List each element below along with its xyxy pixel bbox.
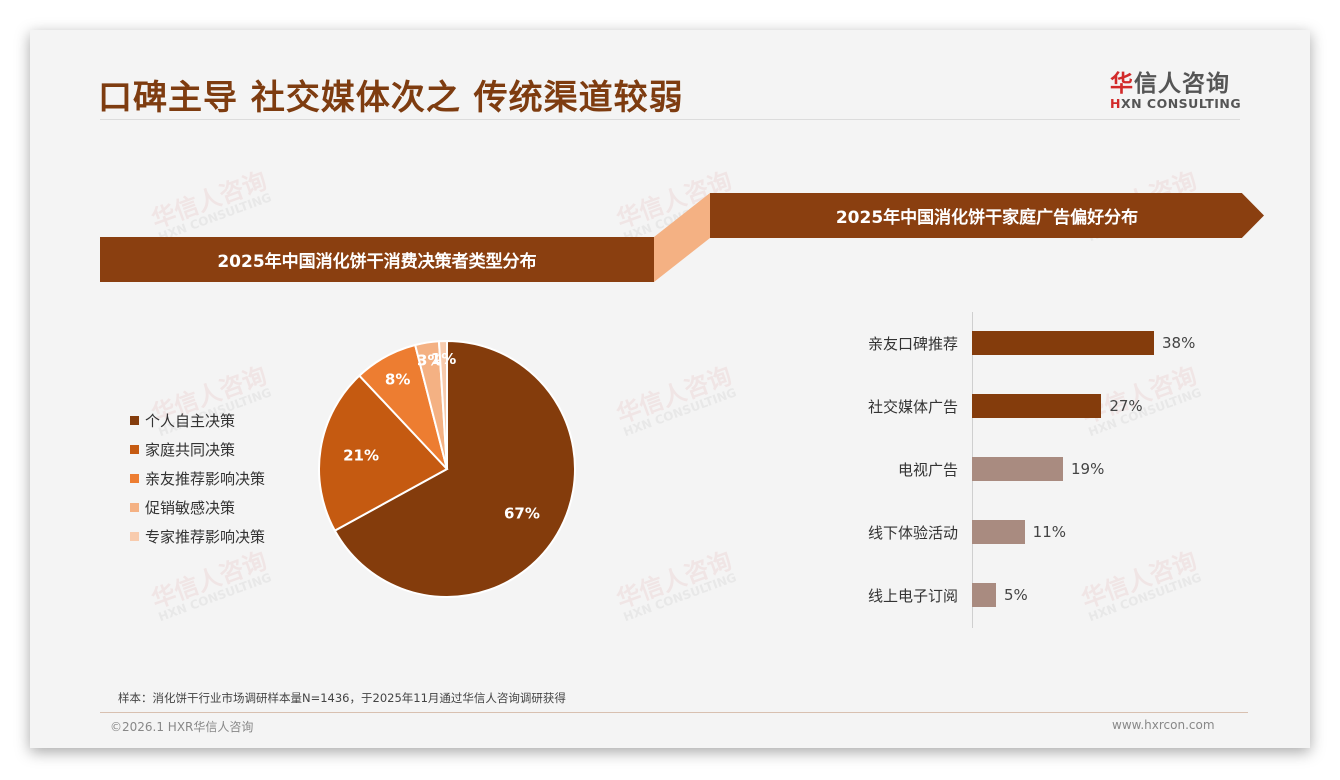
bar [972,520,1025,544]
bar-value-label: 5% [1003,586,1028,604]
decision-type-pie-chart: 67% 21% 8% 3%1% [318,339,576,598]
logo-cn-text: 信人咨询 [1134,71,1230,97]
sample-note: 样本：消化饼干行业市场调研样本量N=1436，于2025年11月通过华信人咨询调… [118,691,566,705]
legend-label: 家庭共同决策 [145,441,236,459]
bar [972,331,1154,355]
bar-value-label: 11% [1032,523,1067,541]
slide: 口碑主导 社交媒体次之 传统渠道较弱 华信人咨询 HXN CONSULTING … [30,30,1310,748]
logo-en-accent: H [1110,96,1121,111]
pie-slice-label: 67% [504,504,540,522]
bar-value-label: 38% [1162,334,1196,352]
page-title: 口碑主导 社交媒体次之 传统渠道较弱 [98,78,684,118]
legend-label: 亲友推荐影响决策 [145,470,266,488]
legend-item: 家庭共同决策 [130,435,265,464]
logo-en-text: XN CONSULTING [1120,96,1242,111]
legend-swatch-icon [130,474,139,483]
bar-row: 线下体验活动 11% [840,520,1066,544]
legend-item: 专家推荐影响决策 [130,522,265,551]
company-logo: 华信人咨询 HXN CONSULTING [1110,64,1250,111]
banner-connector [654,193,710,282]
bar-category-label: 线下体验活动 [867,523,958,542]
bar-chart-title-banner: 2025年中国消化饼干家庭广告偏好分布 [710,193,1264,238]
pie-legend: 个人自主决策 家庭共同决策 亲友推荐影响决策 促销敏感决策 专家推荐影响决策 [130,406,265,551]
bar-row: 社交媒体广告 27% [840,394,1143,418]
legend-item: 亲友推荐影响决策 [130,464,265,493]
pie-slice-label: 1% [431,350,456,368]
bar [972,457,1063,481]
bar [972,583,996,607]
legend-label: 专家推荐影响决策 [145,528,266,546]
pie-slice-label: 8% [385,370,410,388]
copyright: ©2026.1 HXR华信人咨询 [110,720,254,734]
legend-swatch-icon [130,503,139,512]
bar-value-label: 27% [1109,397,1143,415]
title-divider [100,119,1240,120]
pie-slice [318,374,449,533]
bar [972,394,1102,418]
bar-category-label: 亲友口碑推荐 [867,334,958,353]
pie-slice [333,339,576,598]
bar-row: 亲友口碑推荐 38% [840,331,1195,355]
pie-slice-label: 21% [343,446,379,464]
legend-label: 个人自主决策 [145,412,236,430]
pie-slice [437,339,448,470]
website-link[interactable]: www.hxrcon.com [1112,718,1215,732]
pie-slice-label: 3% [417,351,442,369]
logo-accent: 华 [1110,71,1134,97]
bar-category-label: 线上电子订阅 [867,586,958,605]
legend-item: 个人自主决策 [130,406,265,435]
legend-item: 促销敏感决策 [130,493,265,522]
bar-row: 电视广告 19% [840,457,1104,481]
legend-swatch-icon [130,445,139,454]
legend-label: 促销敏感决策 [145,499,236,517]
pie-chart-title-banner: 2025年中国消化饼干消费决策者类型分布 [100,237,654,282]
bar-value-label: 19% [1071,460,1105,478]
footer-divider [100,712,1248,713]
bar-category-label: 社交媒体广告 [867,397,958,416]
legend-swatch-icon [130,532,139,541]
legend-swatch-icon [130,416,139,425]
bar-category-label: 电视广告 [897,460,958,479]
bar-row: 线上电子订阅 5% [840,583,1028,607]
